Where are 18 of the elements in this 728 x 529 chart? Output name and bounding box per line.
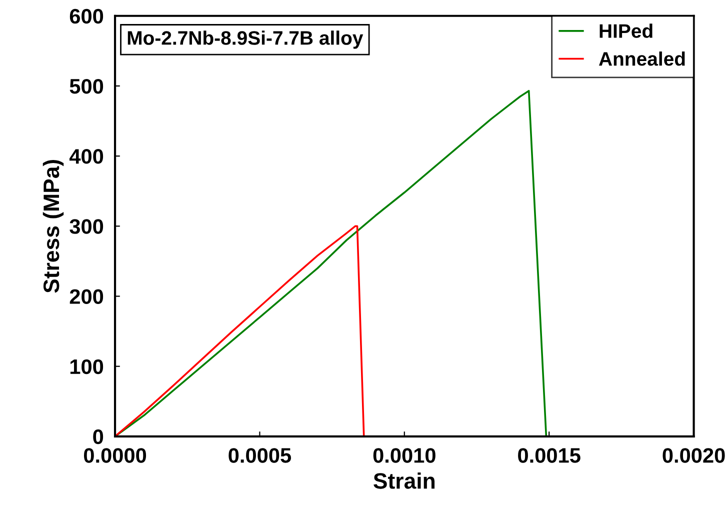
x-tick-label: 0.0015 bbox=[518, 448, 580, 463]
x-tick-label: 0.0000 bbox=[84, 448, 146, 463]
legend-label: HIPed bbox=[600, 24, 652, 38]
y-tick-label: 400 bbox=[69, 149, 104, 164]
y-axis-title: Stress (MPa) bbox=[42, 160, 64, 293]
x-axis-title: Strain bbox=[374, 472, 435, 489]
y-tick-label: 200 bbox=[70, 289, 104, 304]
y-tick-label: 300 bbox=[70, 219, 104, 234]
x-tick-label: 0.0020 bbox=[662, 448, 725, 463]
y-tick-label: 100 bbox=[70, 359, 104, 374]
y-tick-label: 600 bbox=[70, 8, 104, 24]
line-series bbox=[115, 225, 365, 436]
x-tick-label: 0.0010 bbox=[373, 448, 436, 463]
y-tick-label: 500 bbox=[70, 78, 104, 94]
legend-label: Annealed bbox=[598, 51, 685, 66]
x-tick-label: 0.0005 bbox=[228, 448, 291, 463]
y-tick-label: 0 bbox=[93, 429, 104, 444]
annotation: Mo-2.7Nb-8.9Si-7.7B alloy bbox=[128, 30, 364, 49]
